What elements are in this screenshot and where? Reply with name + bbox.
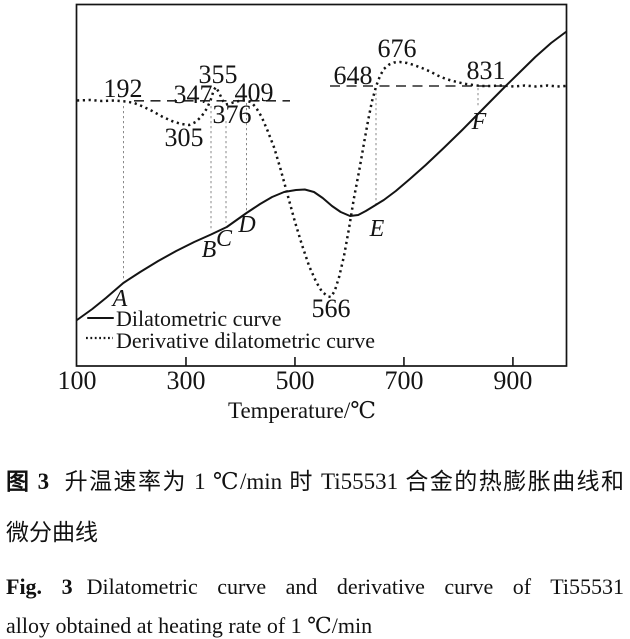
x-axis-title: Temperature/℃ [228,398,376,423]
legend: Dilatometric curve Derivative dilatometr… [86,306,375,353]
caption-en-text: Dilatometric curve and derivative curve … [86,574,624,599]
temperature-label: 566 [312,294,351,323]
temperature-label: 376 [213,100,252,129]
temperature-label: 676 [378,34,417,63]
temperature-label: 347 [174,80,213,109]
derivative-dilatometric-curve [76,60,566,299]
point-label: B [202,237,217,263]
caption-zh-text: 升温速率为 1 ℃/min 时 Ti55531 合金的热膨胀曲线和 [63,469,625,494]
caption-en-line2: alloy obtained at heating rate of 1 ℃/mi… [6,613,373,638]
caption-en-line1: Fig. 3 Dilatometric curve and derivative … [6,574,624,600]
temperature-label: 192 [104,74,143,103]
point-label: F [471,109,487,135]
dilatometry-chart: 100 300 500 700 900 Temperature/℃ 192 305 3473… [58,3,568,423]
caption-zh-figure-label: 图 3 [6,469,50,494]
temperature-label: 409 [235,78,274,107]
dashed-baselines [134,85,505,102]
point-label: E [369,216,385,242]
figure-page: 100 300 500 700 900 Temperature/℃ 192 305 347 3… [6,3,624,638]
caption-zh-line2: 微分曲线 [6,520,98,545]
plot-border [75,3,568,367]
x-axis-tick-label: 500 [275,366,314,395]
point-label: A [111,286,128,312]
x-axis-tick-label: 700 [384,366,423,395]
x-axis-tick-labels: 100 300 500 700 900 [58,366,533,395]
temperature-label: 355 [199,60,238,89]
caption-en-figure-label: Fig. 3 [6,574,73,599]
temperature-label: 305 [165,123,204,152]
temperature-label: 831 [467,56,506,85]
temperature-label: 648 [334,61,373,90]
dilatometric-curve [76,31,567,321]
x-axis-tick-label: 300 [166,366,205,395]
transition-droplines [123,88,479,281]
x-axis-tick-label: 900 [493,366,532,395]
point-label: D [237,212,255,238]
legend-dotted-label: Derivative dilatometric curve [116,328,375,353]
point-label: C [216,226,233,252]
caption-zh-line1: 图 3 升温速率为 1 ℃/min 时 Ti55531 合金的热膨胀曲线和 [6,462,624,496]
figure-caption: 图 3 升温速率为 1 ℃/min 时 Ti55531 合金的热膨胀曲线和 微分曲… [0,450,630,639]
x-axis-ticks [185,357,514,366]
x-axis-tick-label: 100 [58,366,97,395]
legend-solid-label: Dilatometric curve [116,306,282,331]
